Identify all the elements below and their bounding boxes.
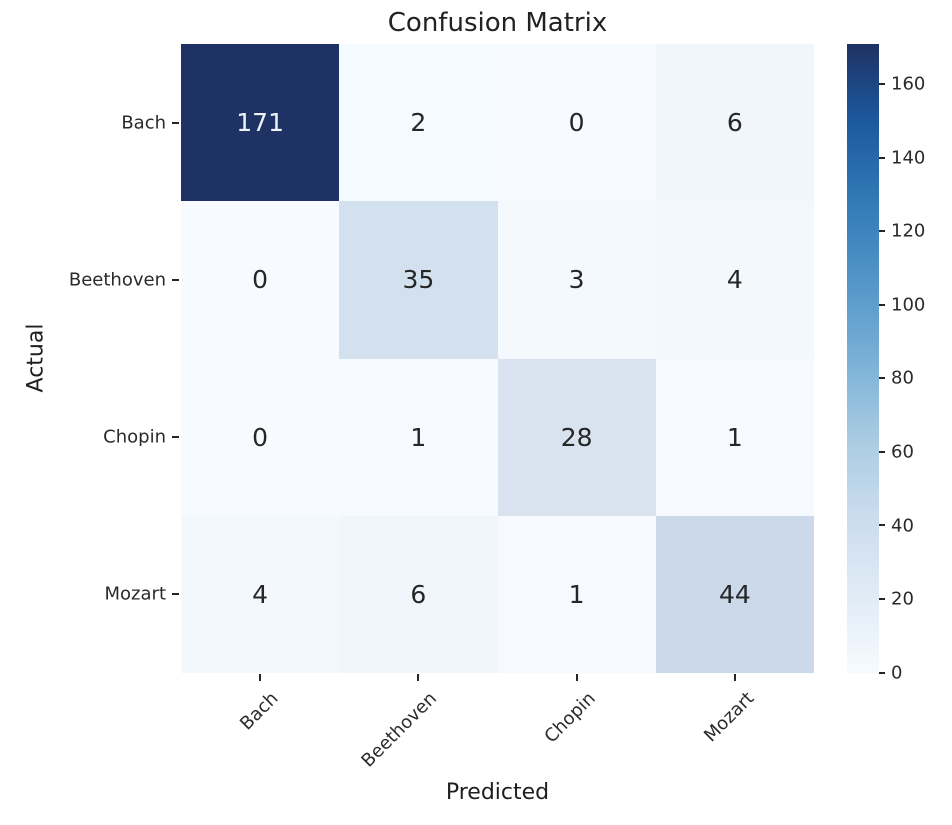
heatmap-cell: 35 — [339, 201, 498, 359]
heatmap-cell: 6 — [339, 515, 498, 673]
x-tick-label: Mozart — [699, 688, 758, 747]
x-tick-label: Bach — [236, 688, 283, 735]
x-tick-mark — [576, 674, 578, 681]
cell-value: 1 — [726, 422, 743, 452]
x-tick-mark — [259, 674, 261, 681]
cell-value: 1 — [410, 422, 427, 452]
heatmap-cell: 4 — [655, 201, 814, 359]
heatmap-cell: 0 — [497, 44, 656, 202]
cell-value: 0 — [568, 108, 585, 138]
cell-value: 171 — [236, 108, 284, 138]
y-tick-mark — [172, 436, 179, 438]
colorbar-tick-label: 60 — [891, 441, 914, 463]
colorbar-tick-label: 160 — [891, 73, 926, 95]
colorbar-tick-mark — [879, 524, 885, 526]
y-tick-mark — [172, 593, 179, 595]
x-tick-mark — [417, 674, 419, 681]
x-axis-label: Predicted — [445, 780, 550, 805]
heatmap-cell: 28 — [497, 358, 656, 516]
heatmap-cell: 171 — [181, 44, 340, 202]
cell-value: 35 — [402, 265, 435, 295]
colorbar-tick-mark — [879, 83, 885, 85]
cell-value: 0 — [252, 265, 269, 295]
x-tick-label: Beethoven — [357, 688, 441, 772]
colorbar-tick-mark — [879, 377, 885, 379]
y-tick-label: Bach — [121, 112, 166, 134]
heatmap-cell: 1 — [655, 358, 814, 516]
colorbar-tick-label: 20 — [891, 588, 914, 610]
colorbar-tick-label: 80 — [891, 367, 914, 389]
colorbar-tick-label: 0 — [891, 662, 903, 684]
cell-value: 6 — [726, 108, 743, 138]
colorbar-tick-mark — [879, 230, 885, 232]
y-tick-label: Chopin — [103, 426, 166, 448]
cell-value: 2 — [410, 108, 427, 138]
y-tick-mark — [172, 279, 179, 281]
cell-value: 3 — [568, 265, 585, 295]
y-axis-label: Actual — [23, 323, 49, 393]
heatmap-cell: 6 — [655, 44, 814, 202]
heatmap-cell: 1 — [497, 515, 656, 673]
cell-value: 6 — [410, 579, 427, 609]
cell-value: 28 — [560, 422, 593, 452]
y-tick-label: Beethoven — [68, 269, 166, 291]
colorbar-tick-label: 120 — [891, 220, 926, 242]
x-tick-mark — [734, 674, 736, 681]
heatmap-cell: 1 — [339, 358, 498, 516]
heatmap-cell: 4 — [181, 515, 340, 673]
heatmap-cell: 3 — [497, 201, 656, 359]
colorbar-tick-mark — [879, 598, 885, 600]
colorbar-tick-label: 40 — [891, 515, 914, 537]
heatmap-cell: 0 — [181, 201, 340, 359]
heatmap-cell: 0 — [181, 358, 340, 516]
cell-value: 4 — [726, 265, 743, 295]
heatmap-grid: 171 2 0 6 0 35 3 4 0 1 28 1 4 6 1 44 — [181, 44, 814, 673]
colorbar-tick-label: 100 — [891, 294, 926, 316]
cell-value: 44 — [718, 579, 751, 609]
cell-value: 1 — [568, 579, 585, 609]
y-tick-mark — [172, 122, 179, 124]
heatmap-cell: 44 — [655, 515, 814, 673]
colorbar-tick-mark — [879, 157, 885, 159]
colorbar-tick-label: 140 — [891, 147, 926, 169]
colorbar-tick-mark — [879, 304, 885, 306]
colorbar — [847, 44, 879, 673]
heatmap-cell: 2 — [339, 44, 498, 202]
colorbar-tick-mark — [879, 451, 885, 453]
x-tick-label: Chopin — [540, 688, 600, 748]
cell-value: 4 — [252, 579, 269, 609]
colorbar-tick-mark — [879, 672, 885, 674]
y-tick-label: Mozart — [104, 583, 166, 605]
cell-value: 0 — [252, 422, 269, 452]
chart-title: Confusion Matrix — [387, 8, 608, 38]
